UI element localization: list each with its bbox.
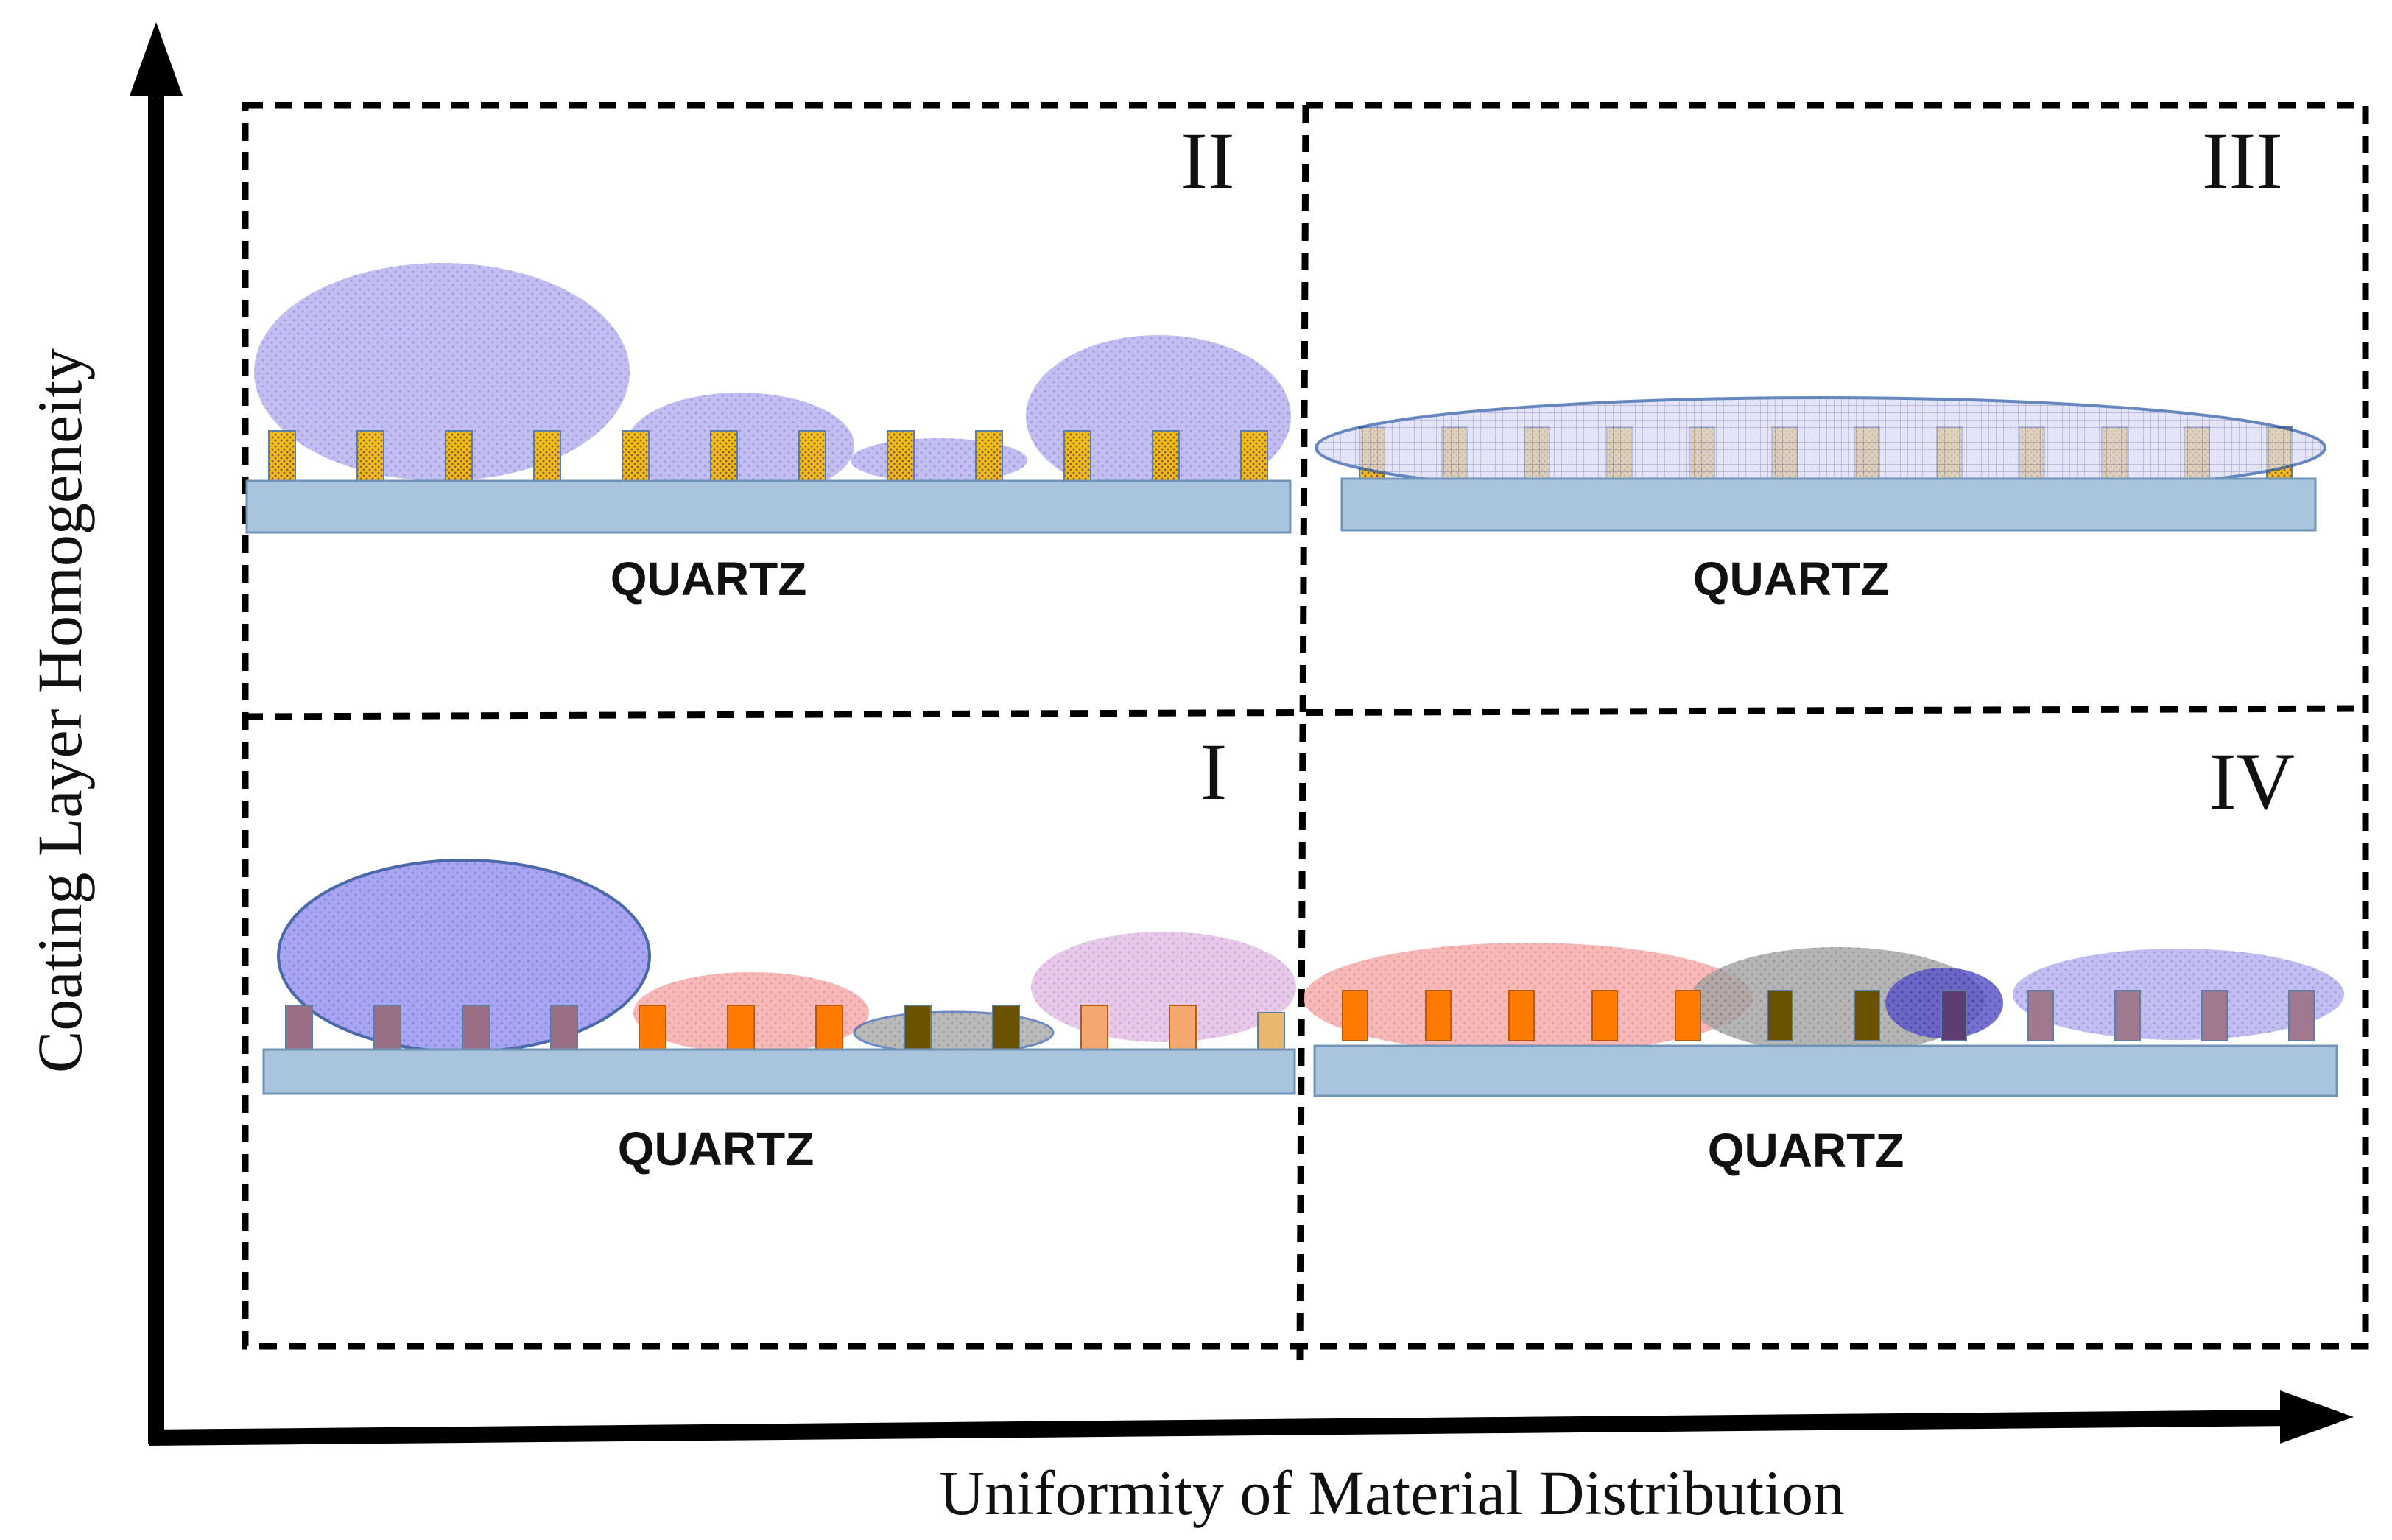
substrate-label: QUARTZ: [618, 1122, 815, 1175]
pillar: [1425, 990, 1452, 1041]
quadrant-grid: [242, 102, 2369, 1362]
coating-droplet: [2013, 949, 2344, 1040]
pillar: [1240, 430, 1268, 482]
quadrant-label-III: III: [2202, 116, 2283, 205]
x-axis-label: Uniformity of Material Distribution: [939, 1458, 1845, 1528]
pillar: [1941, 990, 1967, 1041]
quartz-substrate: [245, 479, 1292, 534]
coating-droplet: [853, 1010, 1055, 1055]
pillar: [887, 430, 915, 482]
y-axis-label: Coating Layer Homogeneity: [24, 348, 95, 1073]
pillar: [1152, 430, 1180, 482]
y-axis: [130, 22, 183, 1444]
pillar: [1767, 990, 1793, 1041]
coating-droplet: [626, 393, 854, 499]
pillar: [815, 1005, 843, 1052]
pillar: [727, 1005, 755, 1052]
substrate-label: QUARTZ: [611, 552, 807, 605]
pillar: [533, 430, 561, 482]
quadrant-label-I: I: [1200, 727, 1228, 817]
quartz-substrate: [1340, 477, 2317, 532]
pillar: [622, 430, 650, 482]
pillar: [1063, 430, 1091, 482]
quartz-substrate: [262, 1048, 1296, 1095]
substrate-label: QUARTZ: [1693, 552, 1890, 605]
quadrant-label-II: II: [1181, 116, 1234, 205]
pillar: [639, 1005, 666, 1052]
pillar: [992, 1005, 1020, 1052]
pillar: [285, 1005, 313, 1052]
pillar: [2114, 990, 2141, 1041]
y-axis-arrow-icon: [130, 22, 183, 96]
pillar: [1508, 990, 1535, 1041]
x-axis: [148, 1390, 2354, 1446]
quadrant-label-IV: IV: [2209, 736, 2295, 826]
vertical-divider: [1296, 105, 1309, 1362]
pillar: [268, 430, 296, 482]
pillar: [710, 430, 738, 482]
pillar: [2288, 990, 2315, 1041]
pillar: [1854, 990, 1880, 1041]
quadrant-I: QUARTZ: [262, 859, 1296, 1175]
outer-border: [242, 102, 2369, 1350]
quartz-substrate: [1313, 1044, 2338, 1097]
pillar: [798, 430, 826, 482]
coating-droplet: [254, 263, 630, 481]
x-axis-arrow-icon: [2280, 1390, 2354, 1444]
pillar: [2027, 990, 2054, 1041]
pillar: [462, 1005, 490, 1052]
pillar: [975, 430, 1003, 482]
pillar: [550, 1005, 578, 1052]
quadrant-IV: QUARTZ: [1304, 943, 2344, 1177]
pillar-row: [1342, 990, 2315, 1041]
pillar: [445, 430, 473, 482]
pillar: [1675, 990, 1701, 1041]
pillar: [904, 1005, 932, 1052]
coating-droplet: [1031, 932, 1296, 1042]
pillar: [1169, 1005, 1197, 1052]
pillar: [356, 430, 384, 482]
substrate-label: QUARTZ: [1708, 1124, 1904, 1177]
pillar: [1342, 990, 1368, 1041]
quadrant-III: QUARTZ: [1315, 396, 2326, 605]
pillar-row: [268, 430, 1268, 482]
pillar-row: [285, 1005, 1285, 1059]
pillar: [2201, 990, 2228, 1041]
pillar: [1080, 1005, 1108, 1052]
coating-droplet: [1026, 335, 1291, 497]
pillar: [373, 1005, 401, 1052]
pillar: [1591, 990, 1618, 1041]
quadrant-II: QUARTZ: [245, 263, 1292, 605]
